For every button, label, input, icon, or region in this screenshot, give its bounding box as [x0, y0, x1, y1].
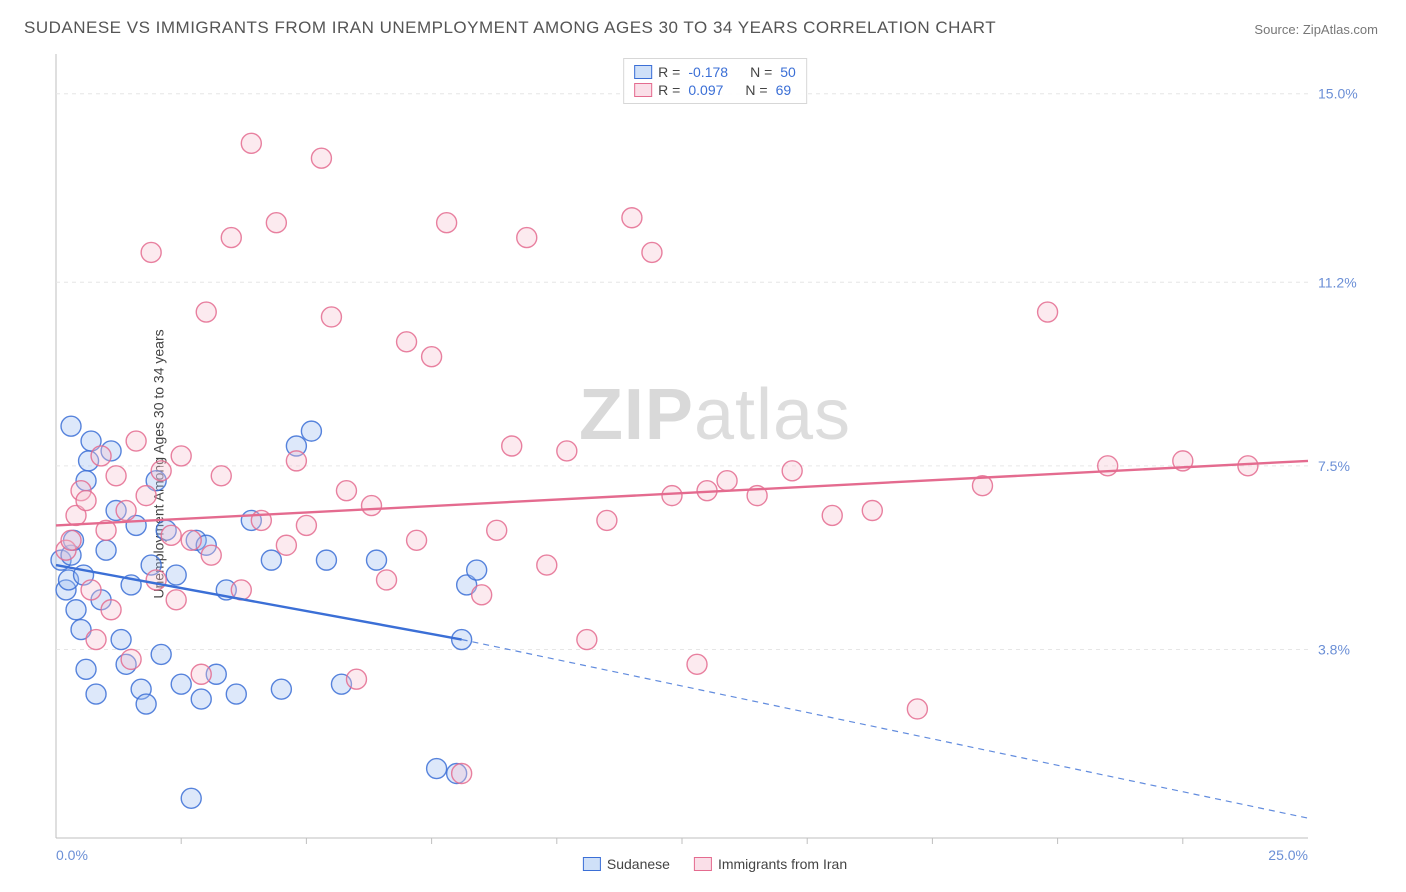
legend-r-label: R = [658, 64, 680, 80]
svg-text:15.0%: 15.0% [1318, 86, 1358, 102]
legend-row-iran: R = 0.097 N = 69 [634, 81, 796, 99]
legend-item-iran: Immigrants from Iran [694, 856, 847, 872]
chart-container: { "title": "SUDANESE VS IMMIGRANTS FROM … [0, 0, 1406, 892]
legend-r-value-sudanese: -0.178 [688, 64, 728, 80]
svg-text:3.8%: 3.8% [1318, 641, 1350, 657]
legend-swatch-iran [634, 83, 652, 97]
legend-n-value-iran: 69 [776, 82, 792, 98]
legend-r-value-iran: 0.097 [688, 82, 723, 98]
svg-text:11.2%: 11.2% [1318, 274, 1357, 290]
plot-area: Unemployment Among Ages 30 to 34 years R… [50, 54, 1380, 874]
legend-n-label: N = [745, 82, 767, 98]
legend-label-iran: Immigrants from Iran [718, 856, 847, 872]
legend-row-sudanese: R = -0.178 N = 50 [634, 63, 796, 81]
svg-text:0.0%: 0.0% [56, 847, 88, 863]
legend-label-sudanese: Sudanese [607, 856, 670, 872]
chart-title: SUDANESE VS IMMIGRANTS FROM IRAN UNEMPLO… [24, 18, 1382, 38]
legend-item-sudanese: Sudanese [583, 856, 670, 872]
source-link[interactable]: ZipAtlas.com [1303, 22, 1378, 37]
legend-statistics: R = -0.178 N = 50 R = 0.097 N = 69 [623, 58, 807, 104]
legend-swatch-icon [583, 857, 601, 871]
source-label: Source: [1254, 22, 1299, 37]
legend-n-label: N = [750, 64, 772, 80]
legend-r-label: R = [658, 82, 680, 98]
legend-series: Sudanese Immigrants from Iran [583, 856, 847, 872]
scatter-chart: 3.8% 7.5% 11.2% 15.0% 0.0% 25.0% [50, 54, 1380, 874]
legend-n-value-sudanese: 50 [780, 64, 796, 80]
legend-swatch-sudanese [634, 65, 652, 79]
svg-text:25.0%: 25.0% [1268, 847, 1308, 863]
svg-text:7.5%: 7.5% [1318, 458, 1350, 474]
source-attribution: Source: ZipAtlas.com [1254, 22, 1378, 37]
legend-swatch-icon [694, 857, 712, 871]
